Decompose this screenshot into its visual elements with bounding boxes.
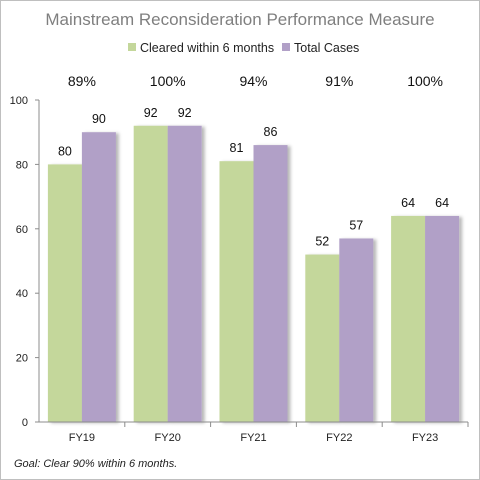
bar-total-fy21 xyxy=(253,145,288,422)
data-label-total-fy20: 92 xyxy=(178,106,192,120)
data-label-total-fy23: 64 xyxy=(435,196,449,210)
data-label-total-fy22: 57 xyxy=(349,218,363,232)
bar-cleared-fy21 xyxy=(219,161,254,422)
data-label-total-fy21: 86 xyxy=(264,125,278,139)
y-tick-label: 0 xyxy=(22,417,28,429)
y-tick-label: 100 xyxy=(10,95,28,107)
bar-cleared-fy20 xyxy=(133,125,168,422)
data-label-cleared-fy21: 81 xyxy=(230,141,244,155)
bar-cleared-fy22 xyxy=(305,254,340,422)
bar-total-fy22 xyxy=(339,238,374,422)
bar-cleared-fy19 xyxy=(47,164,82,422)
y-tick-label: 80 xyxy=(16,159,28,171)
legend-label-total: Total Cases xyxy=(294,41,359,55)
bar-cleared-fy23 xyxy=(391,215,426,422)
percent-label-fy21: 94% xyxy=(239,73,267,89)
legend-swatch-cleared xyxy=(128,43,136,51)
bar-total-fy20 xyxy=(167,125,202,422)
data-label-cleared-fy23: 64 xyxy=(401,196,415,210)
bar-total-fy23 xyxy=(425,215,460,422)
goal-footnote: Goal: Clear 90% within 6 months. xyxy=(14,458,177,470)
x-tick-label-fy19: FY19 xyxy=(69,432,95,444)
plot-area: 0 20 40 60 80 100 80 90 FY19 89% 92 92 FY20 100% 81 86 F… xyxy=(10,73,469,444)
legend: Cleared within 6 months Total Cases xyxy=(128,41,359,55)
percent-label-fy23: 100% xyxy=(407,73,443,89)
data-label-total-fy19: 90 xyxy=(92,112,106,126)
percent-label-fy20: 100% xyxy=(150,73,186,89)
x-tick-label-fy20: FY20 xyxy=(155,432,181,444)
legend-label-cleared: Cleared within 6 months xyxy=(140,41,274,55)
y-tick-label: 60 xyxy=(16,224,28,236)
x-tick-label-fy23: FY23 xyxy=(412,432,438,444)
y-tick-label: 40 xyxy=(16,288,28,300)
bar-total-fy19 xyxy=(81,132,116,422)
x-tick-label-fy21: FY21 xyxy=(240,432,266,444)
x-tick-label-fy22: FY22 xyxy=(326,432,352,444)
data-label-cleared-fy20: 92 xyxy=(144,106,158,120)
data-label-cleared-fy22: 52 xyxy=(315,235,329,249)
y-tick-label: 20 xyxy=(16,353,28,365)
chart-title: Mainstream Reconsideration Performance M… xyxy=(45,10,434,29)
data-label-cleared-fy19: 80 xyxy=(58,144,72,158)
legend-swatch-total xyxy=(282,43,290,51)
percent-label-fy19: 89% xyxy=(68,73,96,89)
percent-label-fy22: 91% xyxy=(325,73,353,89)
